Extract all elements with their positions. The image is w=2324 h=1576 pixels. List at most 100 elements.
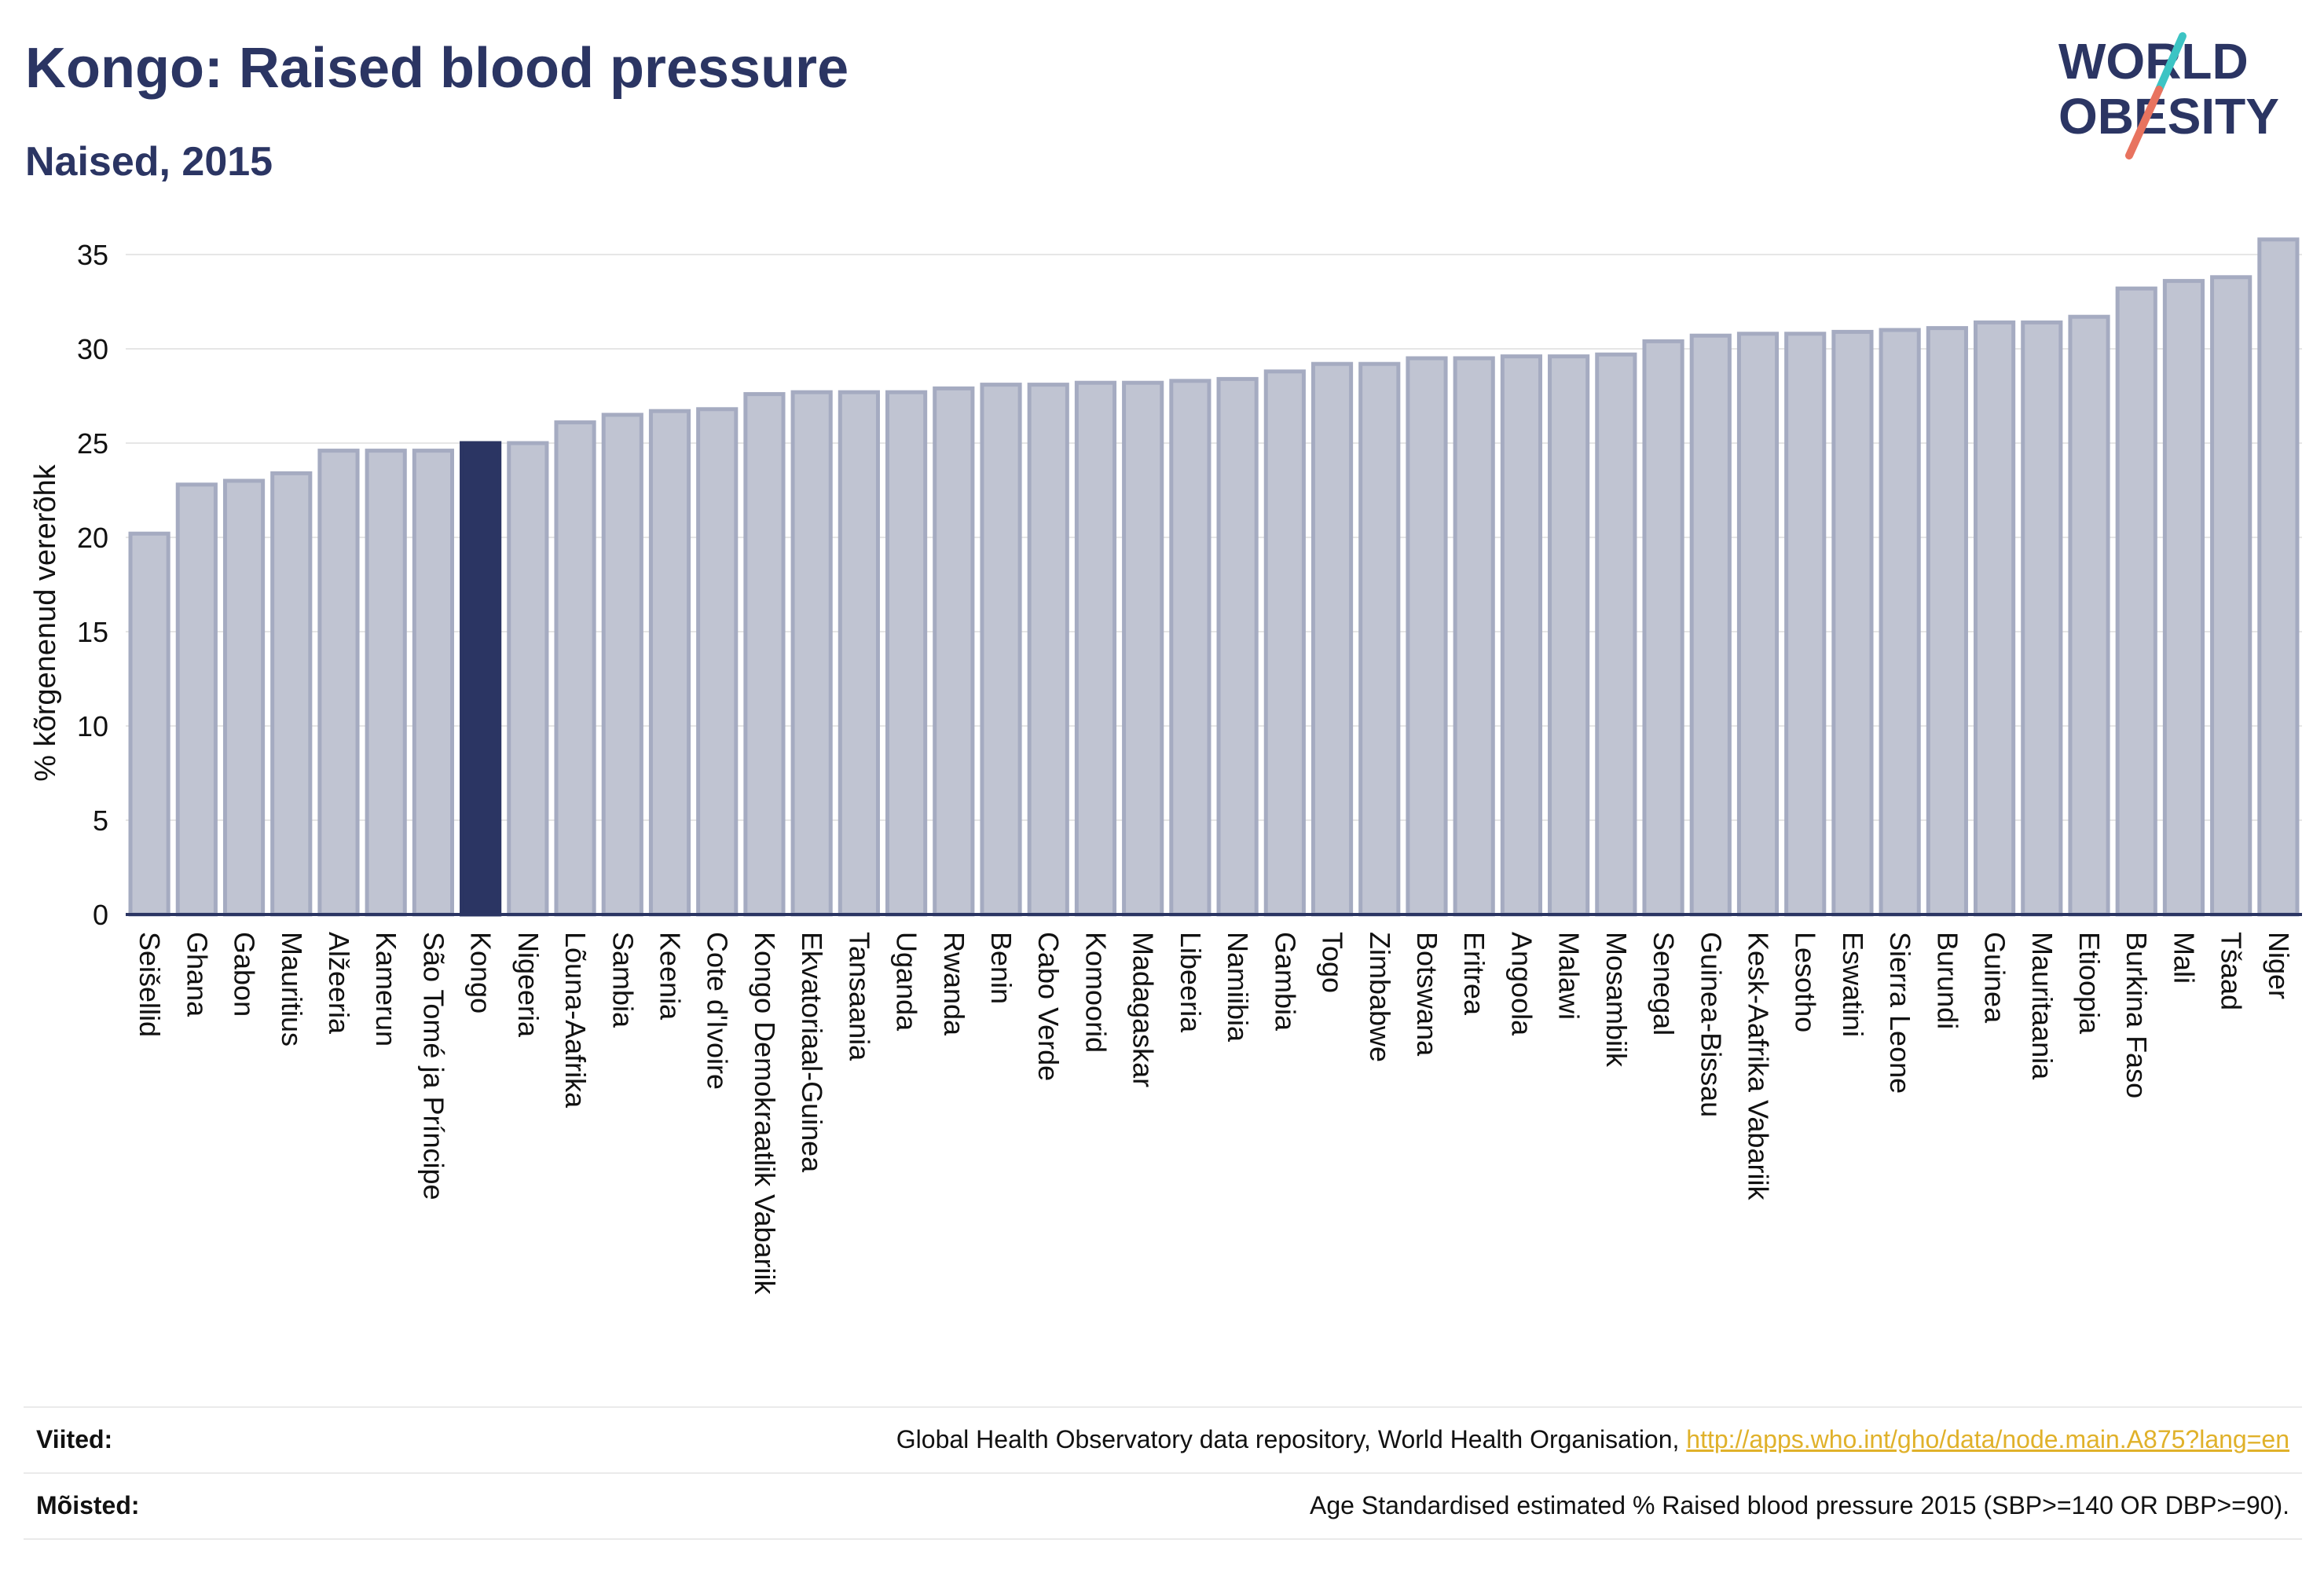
x-tick-label: Mauritius <box>276 932 308 1046</box>
x-tick-labels: Seišellid Ghana Gabon Mauritius Alžeeria Kame… <box>134 932 2295 1296</box>
x-tick-label: São Tomé ja Príncipe <box>417 932 449 1200</box>
x-tick-label: Guinea <box>1979 932 2011 1024</box>
x-tick-label: Cote d'Ivoire <box>702 932 734 1090</box>
bar <box>648 409 691 917</box>
x-tick-label: Togo <box>1317 932 1349 993</box>
bar-highlighted <box>460 441 502 917</box>
bar <box>128 531 170 917</box>
bar <box>601 412 643 917</box>
bar <box>1310 361 1354 917</box>
x-tick-label: Eritrea <box>1458 932 1490 1016</box>
bar <box>838 390 880 917</box>
x-tick-label: Mosambiik <box>1600 932 1633 1068</box>
bar <box>696 407 739 917</box>
x-tick-label: Gabon <box>229 932 261 1017</box>
x-tick-label: Ghana <box>181 932 213 1017</box>
bar <box>1784 332 1827 917</box>
bar <box>2162 279 2205 917</box>
x-tick-label: Kongo <box>465 932 497 1013</box>
bar <box>2068 314 2110 917</box>
x-tick-label: Benin <box>985 932 1017 1004</box>
x-tick-label: Nigeeria <box>512 932 544 1038</box>
y-tick-labels: 0 5 10 15 20 25 30 35 <box>77 239 108 931</box>
definitions-row: Mõisted: Age Standardised estimated % Ra… <box>24 1472 2302 1537</box>
x-tick-label: Tansaania <box>843 932 875 1061</box>
x-tick-label: Gambia <box>1269 932 1301 1032</box>
bar <box>1122 380 1164 917</box>
definitions-text: Age Standardised estimated % Raised bloo… <box>1310 1490 2289 1519</box>
x-tick-label: Burundi <box>1931 932 1963 1029</box>
bar <box>1169 379 1211 917</box>
x-tick-label: Eswatini <box>1837 932 1869 1037</box>
bar <box>1500 354 1542 917</box>
bar <box>2021 320 2063 917</box>
chart-subtitle: Naised, 2015 <box>25 139 273 185</box>
x-tick-label: Seišellid <box>134 932 166 1037</box>
x-tick-label: Kongo Demokraatlik Vabariik <box>749 932 781 1296</box>
bar <box>1595 352 1637 917</box>
bar-chart: 0 5 10 15 20 25 30 35 Seišellid Ghana Gabon Maurit… <box>29 237 2302 1296</box>
y-tick-label: 0 <box>93 899 108 931</box>
x-tick-label: Niger <box>2263 932 2295 999</box>
bar <box>2115 286 2157 917</box>
bar <box>1831 329 1874 917</box>
bar <box>1263 369 1306 917</box>
logo-line1: WORLD <box>2058 33 2249 90</box>
bar <box>2257 237 2300 917</box>
footer-divider <box>24 1538 2302 1540</box>
world-obesity-logo: WORLD OBESITY <box>2058 32 2279 159</box>
x-tick-label: Senegal <box>1648 932 1680 1035</box>
x-tick-label: Rwanda <box>938 932 970 1036</box>
y-tick-label: 10 <box>77 710 108 742</box>
bar <box>1736 332 1780 917</box>
bar <box>1974 320 2016 917</box>
logo-slash-coral <box>2125 86 2163 159</box>
bar <box>412 449 455 917</box>
references-label: Viited: <box>36 1424 113 1453</box>
x-tick-label: Lõuna-Aafrika <box>559 932 592 1109</box>
bar <box>1548 354 1590 917</box>
bar <box>507 441 549 917</box>
bar <box>2210 275 2253 917</box>
x-tick-label: Komoorid <box>1080 932 1112 1053</box>
references-row: Viited: Global Health Observatory data r… <box>24 1406 2302 1471</box>
x-tick-label: Alžeeria <box>323 932 355 1035</box>
bar <box>222 478 266 917</box>
x-tick-label: Keenia <box>654 932 687 1021</box>
x-tick-label: Uganda <box>891 932 923 1032</box>
x-tick-label: Namiibia <box>1222 932 1254 1043</box>
x-tick-label: Angoola <box>1505 932 1538 1036</box>
y-tick-label: 5 <box>93 804 108 837</box>
bar <box>885 390 928 917</box>
bar <box>175 482 218 917</box>
x-tick-label: Tšaad <box>2216 932 2248 1010</box>
bar <box>1879 328 1921 917</box>
y-tick-label: 30 <box>77 333 108 365</box>
logo-slash-teal <box>2155 32 2187 93</box>
bar <box>317 449 360 917</box>
logo-line2: OBESITY <box>2058 88 2279 145</box>
x-tick-label: Sierra Leone <box>1884 932 1916 1094</box>
x-tick-label: Mauritaania <box>2026 932 2058 1080</box>
bar <box>1453 356 1495 917</box>
bar <box>1406 356 1448 917</box>
y-tick-label: 15 <box>77 616 108 648</box>
bar <box>1689 333 1732 917</box>
references-value: Global Health Observatory data repositor… <box>896 1425 2302 1454</box>
y-tick-label: 20 <box>77 522 108 554</box>
x-tick-label: Mali <box>2168 932 2200 984</box>
definitions-label: Mõisted: <box>36 1490 140 1519</box>
chart-title: Kongo: Raised blood pressure <box>25 37 849 100</box>
bar <box>933 386 975 917</box>
x-tick-label: Kamerun <box>370 932 402 1046</box>
bars <box>128 237 2300 917</box>
references-link[interactable]: http://apps.who.int/gho/data/node.main.A… <box>1686 1424 2289 1453</box>
bar <box>980 383 1022 917</box>
bar <box>1926 326 1968 917</box>
x-tick-label: Etioopia <box>2073 932 2106 1035</box>
x-tick-label: Burkina Faso <box>2121 932 2153 1098</box>
bar <box>1358 361 1401 917</box>
bar <box>1216 376 1259 917</box>
x-tick-label: Malawi <box>1553 932 1585 1020</box>
x-tick-label: Ekvatoriaal-Guinea <box>796 932 828 1173</box>
